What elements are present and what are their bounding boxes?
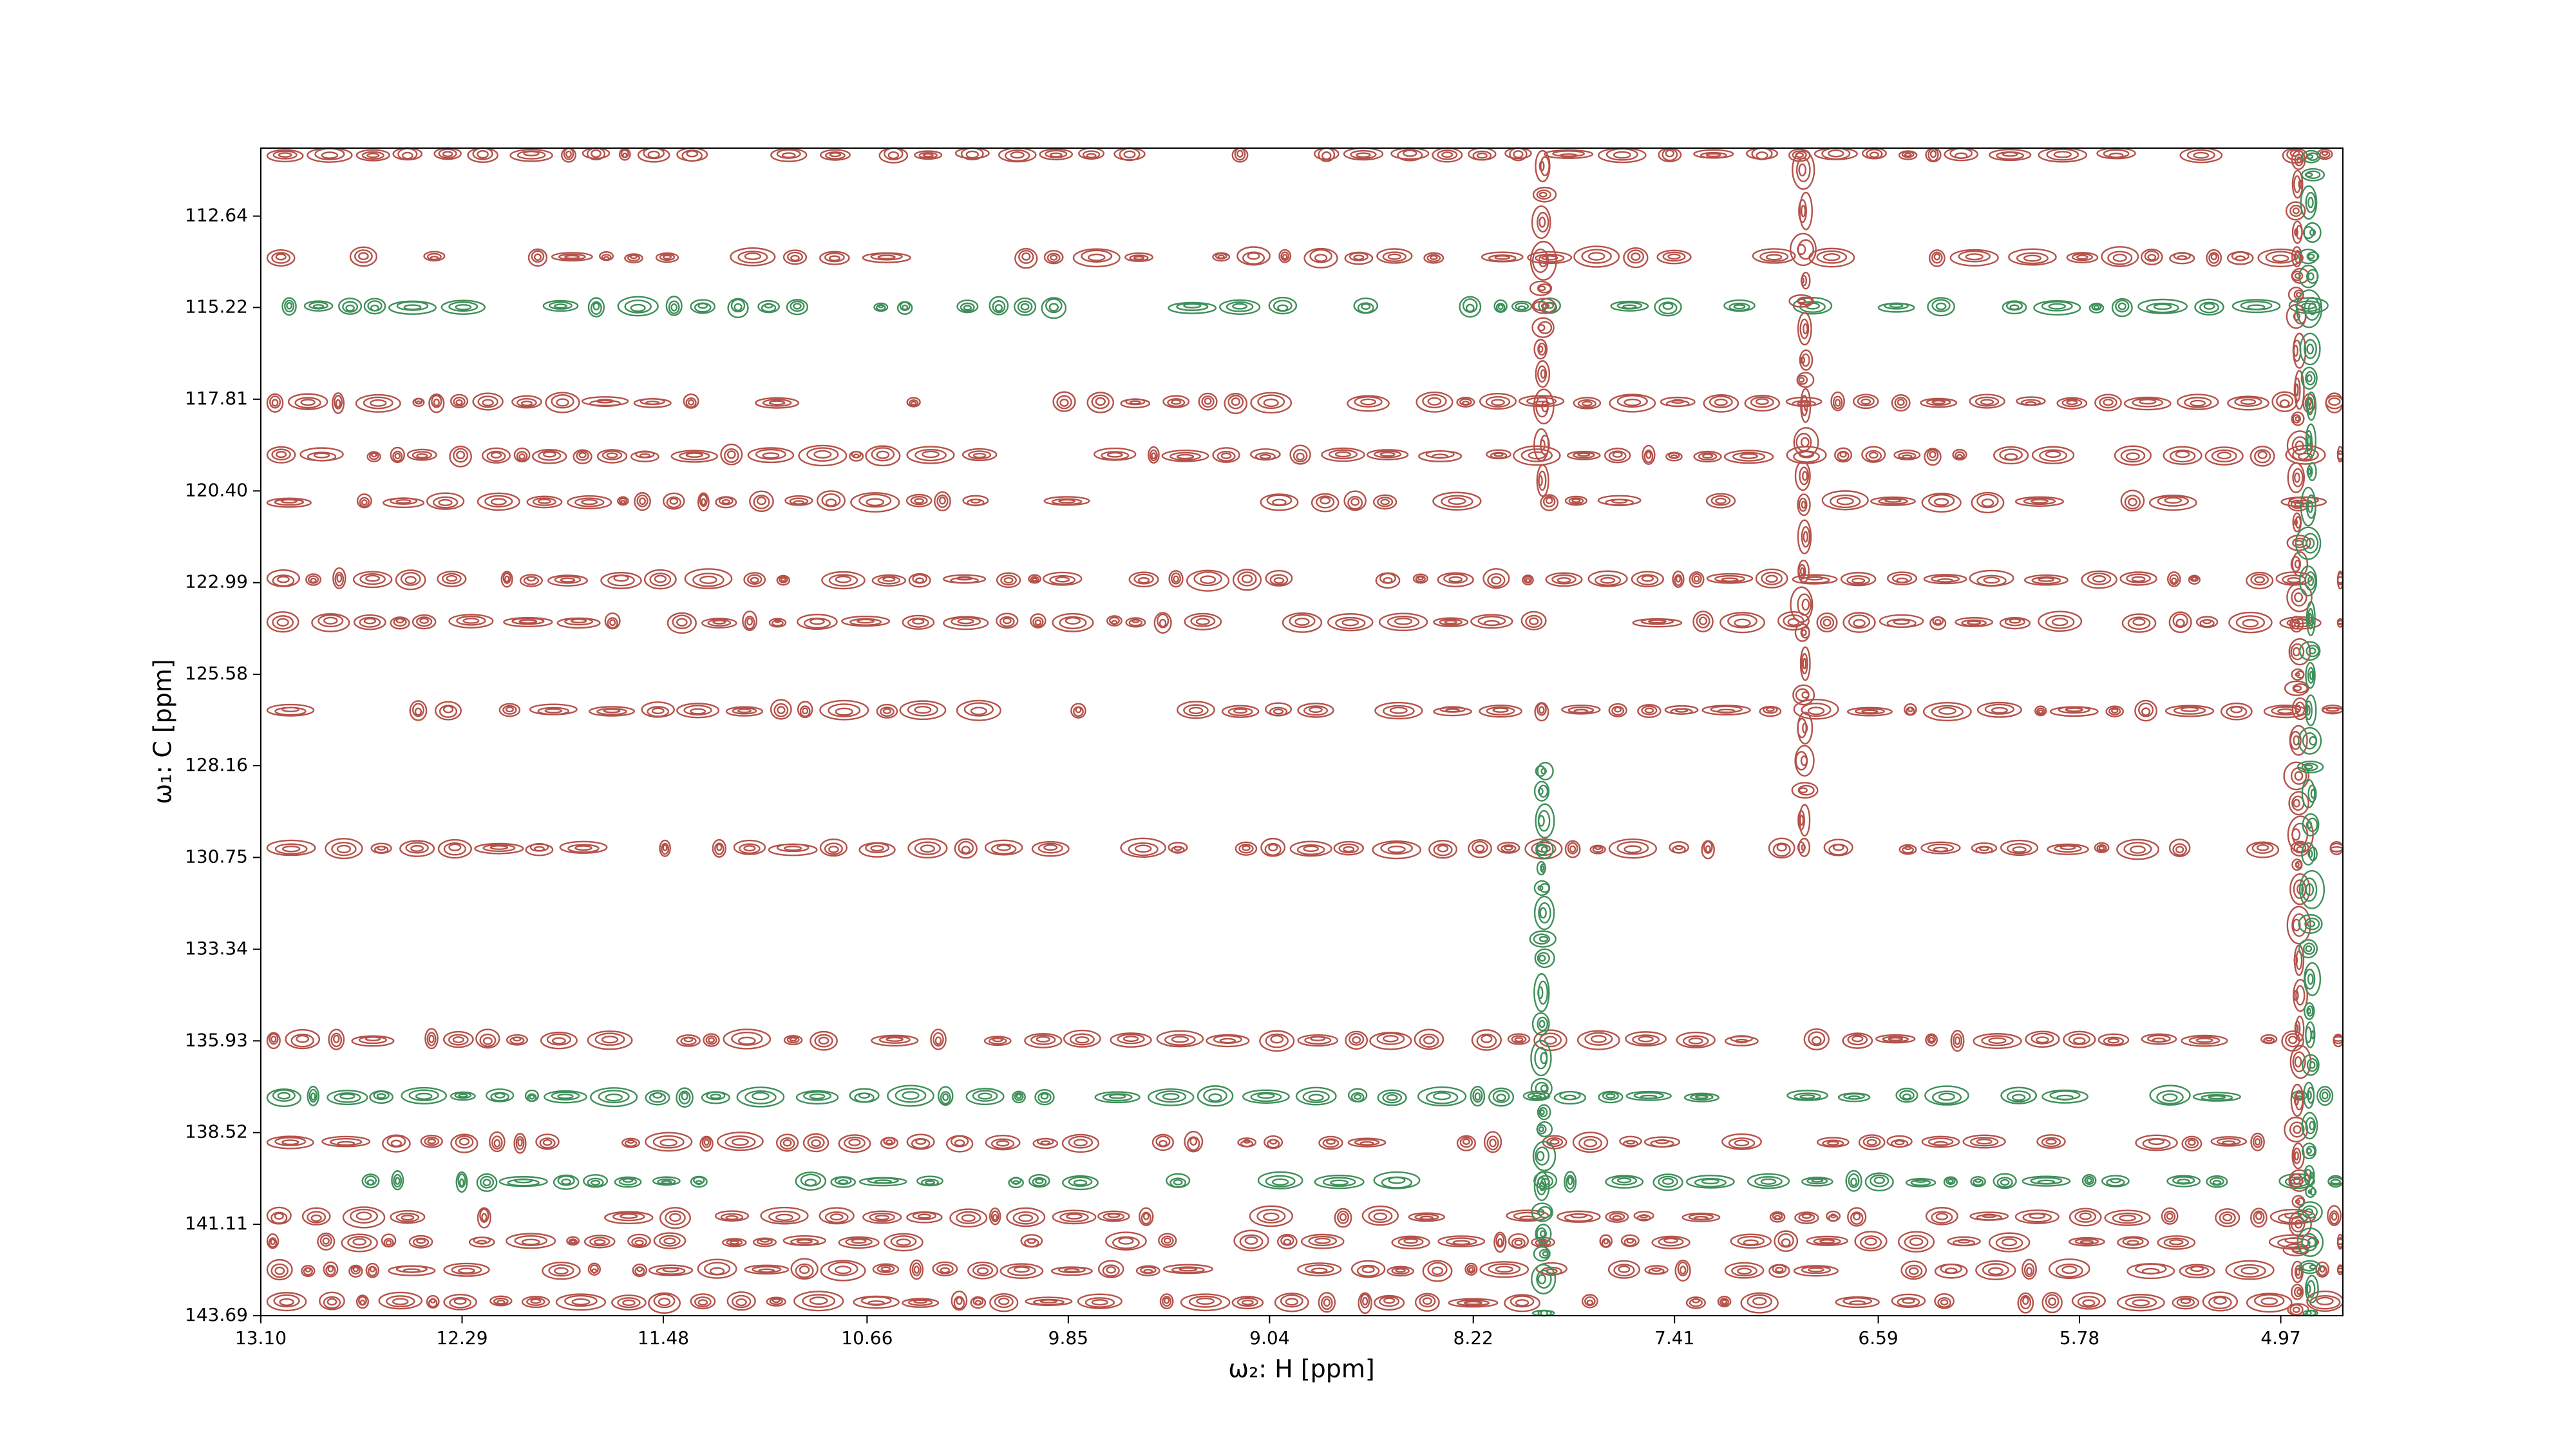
contour-ridge	[266, 1130, 2265, 1154]
contour-column	[1788, 149, 1819, 858]
contour-column	[1529, 149, 1557, 498]
contour-ridge	[266, 489, 2327, 514]
x-tick-label: 7.41	[1654, 1327, 1694, 1349]
contour-ridge	[266, 1205, 2342, 1229]
contour-column	[1529, 761, 1557, 1317]
y-tick-label: 135.93	[185, 1029, 248, 1050]
contour-ridge	[266, 567, 2344, 592]
contour-ridge	[361, 1170, 2344, 1193]
x-tick-label: 6.59	[1858, 1327, 1898, 1349]
x-tick-label: 4.97	[2260, 1327, 2300, 1349]
plot-frame	[260, 147, 2344, 1316]
y-tick-label: 130.75	[185, 846, 248, 867]
y-tick-label: 143.69	[185, 1304, 248, 1325]
contour-ridge	[266, 1028, 2344, 1052]
x-tick-label: 11.48	[638, 1327, 689, 1349]
y-tick-label: 112.64	[185, 205, 248, 226]
contour-ridge	[266, 1084, 2334, 1108]
x-tick-label: 5.78	[2060, 1327, 2099, 1349]
contour-ridge	[266, 837, 2344, 860]
x-tick-label: 13.10	[235, 1327, 287, 1349]
contour-column	[2295, 149, 2325, 1317]
x-tick-label: 12.29	[436, 1327, 488, 1349]
y-tick-label: 141.11	[185, 1213, 248, 1234]
contour-ridge	[266, 611, 2344, 634]
x-tick-label: 8.22	[1454, 1327, 1493, 1349]
contour-ridge	[266, 245, 2304, 269]
y-tick-label: 122.99	[185, 571, 248, 592]
contour-ridge	[281, 296, 2329, 319]
contour-ridge	[266, 147, 2333, 164]
y-tick-label: 117.81	[185, 388, 248, 409]
y-axis-label: ω₁: C [ppm]	[149, 659, 177, 804]
contour-ridge	[266, 1290, 2344, 1314]
contour-ridge	[266, 391, 2344, 415]
x-tick-label: 9.04	[1249, 1327, 1289, 1349]
y-tick-label: 128.16	[185, 754, 248, 775]
y-tick-label: 133.34	[185, 938, 248, 959]
x-tick-label: 10.66	[841, 1327, 893, 1349]
y-tick-label: 125.58	[185, 663, 248, 684]
contour-ridge	[266, 1229, 2344, 1253]
y-tick-label: 120.40	[185, 479, 248, 500]
y-tick-label: 138.52	[185, 1121, 248, 1142]
y-tick-label: 115.22	[185, 296, 248, 317]
x-axis-label: ω₂: H [ppm]	[1228, 1355, 1375, 1383]
contour-ridge	[266, 1258, 2344, 1282]
x-tick-label: 9.85	[1048, 1327, 1088, 1349]
contour-ridge	[266, 699, 2344, 722]
contour-ridge	[266, 443, 2344, 468]
